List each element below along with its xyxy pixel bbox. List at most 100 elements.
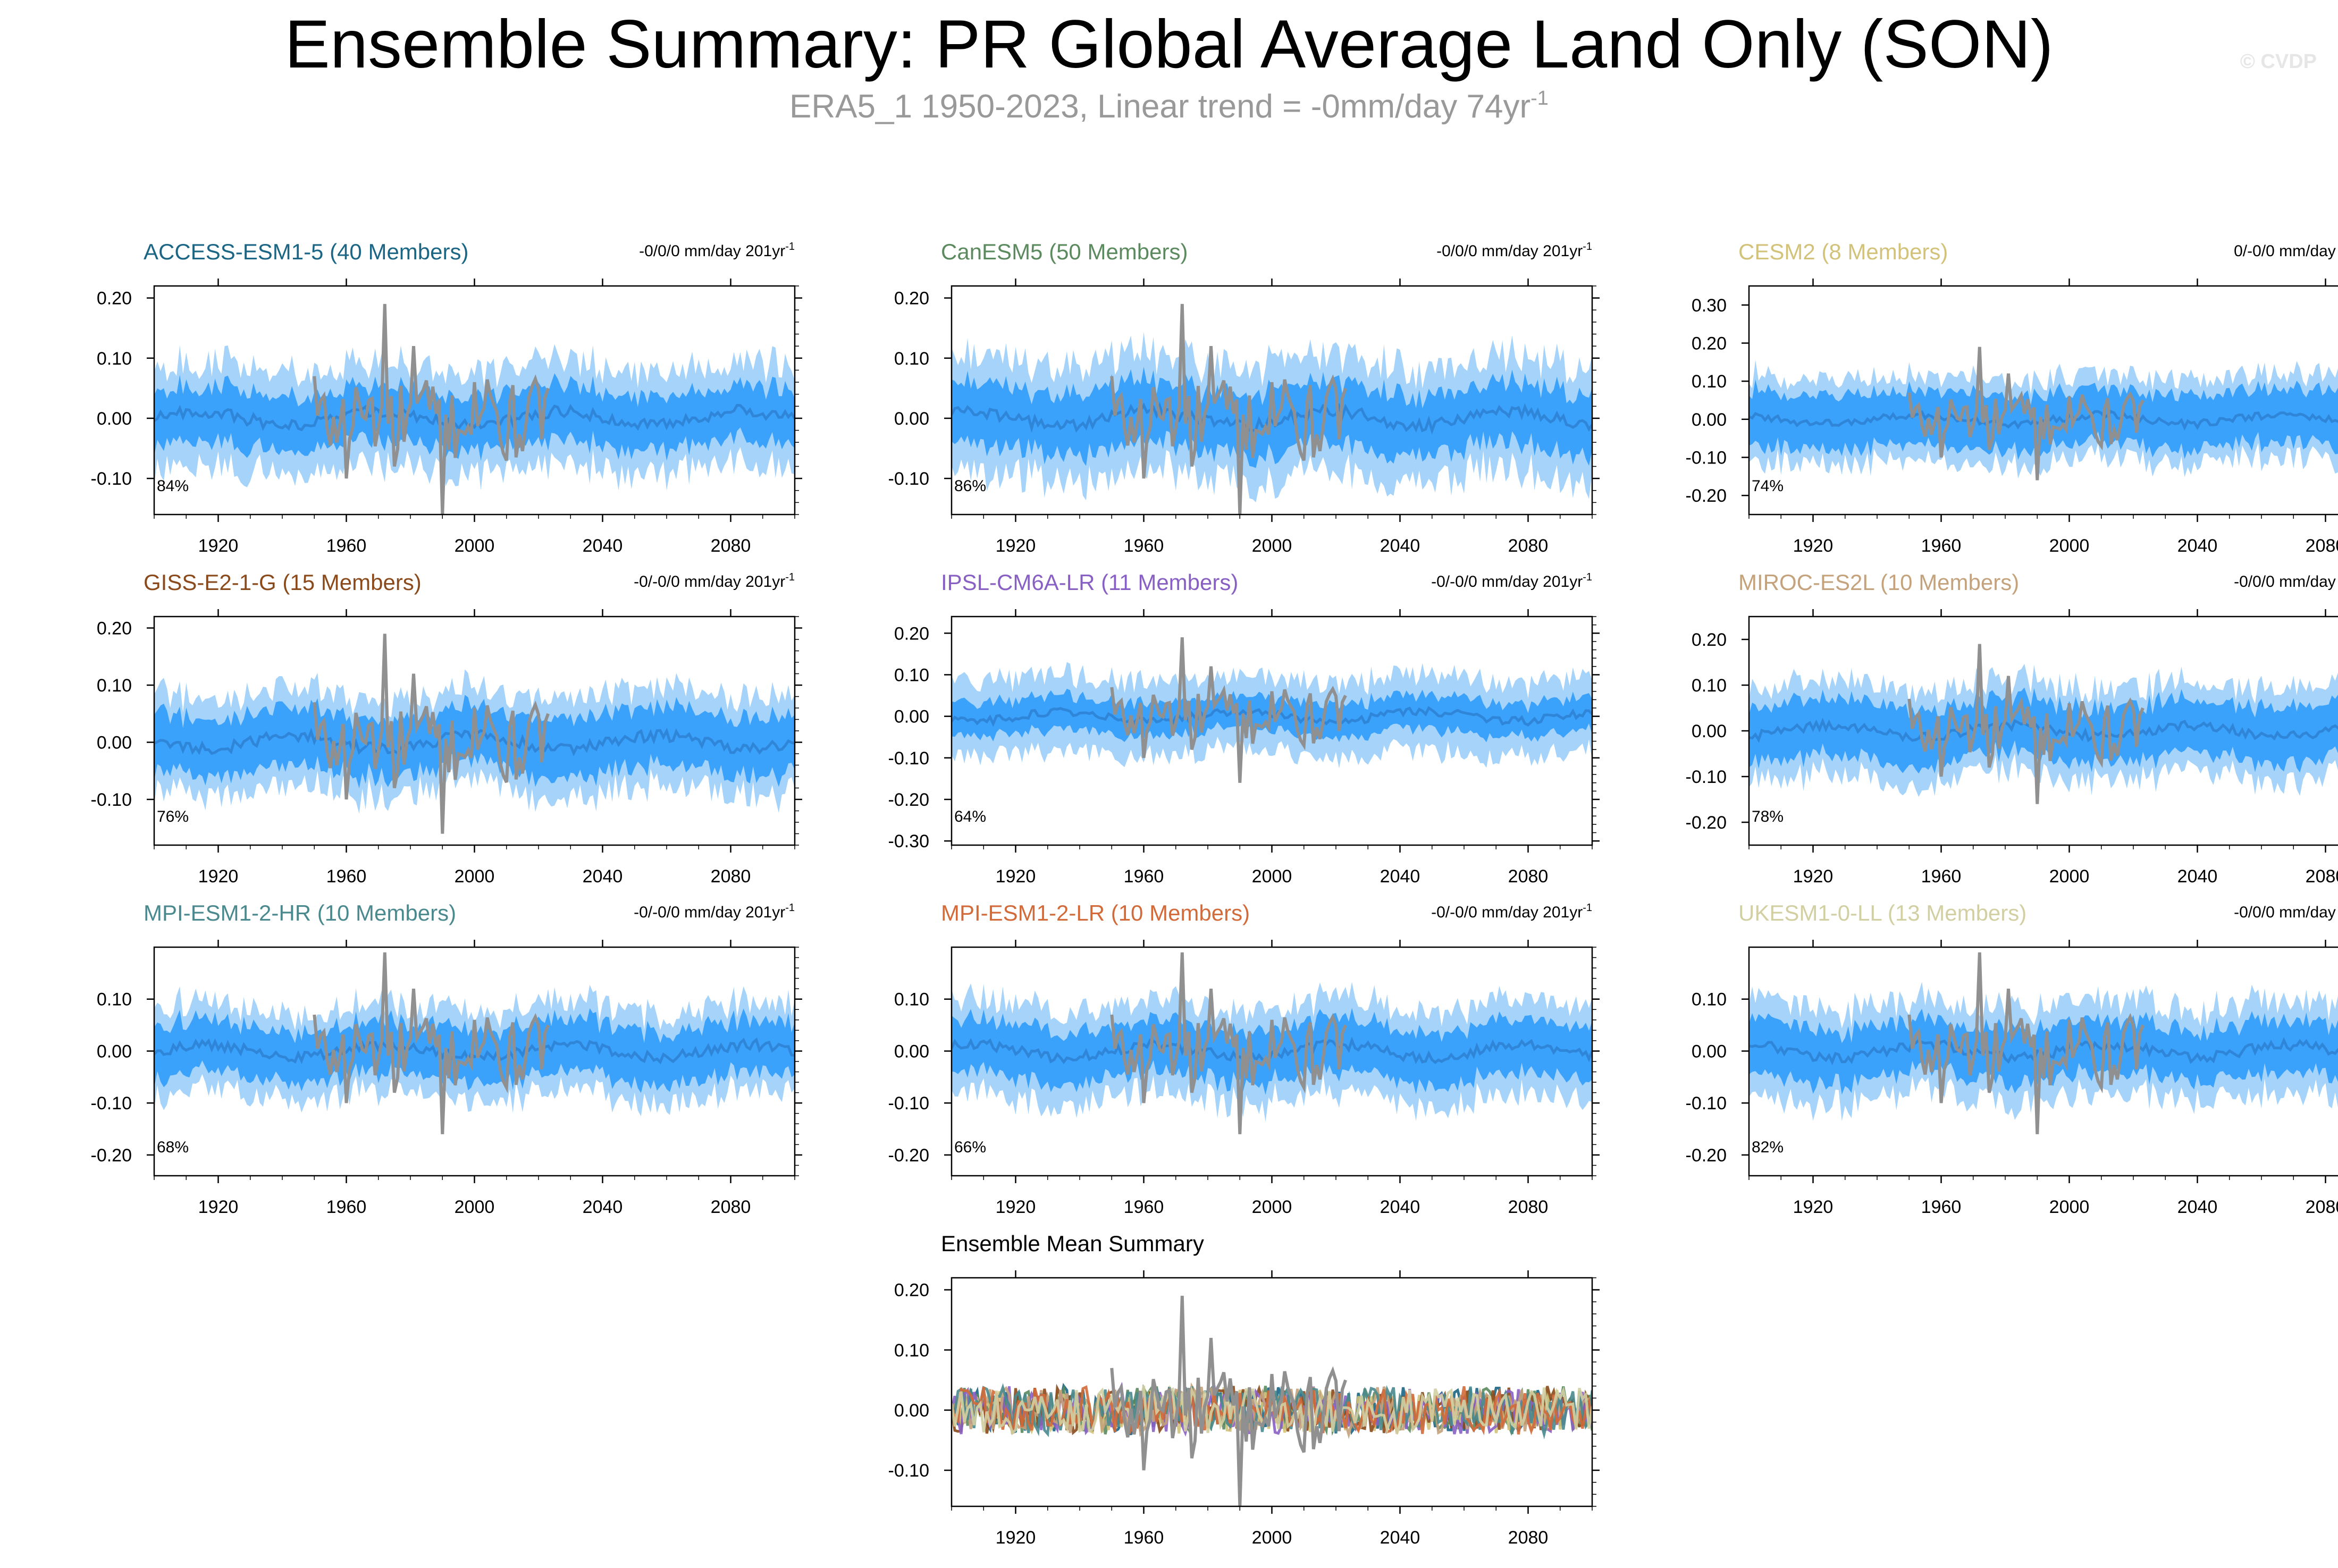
x-tick-label: 2040: [1380, 1197, 1420, 1217]
y-tick-label: -0.20: [888, 790, 930, 810]
model-panel-ipsl-cm6a-lr: IPSL-CM6A-LR (11 Members) -0/-0/0 mm/day …: [872, 570, 1605, 899]
observation-line: [1907, 952, 2144, 1134]
model-panel-access-esm1-5: ACCESS-ESM1-5 (40 Members) -0/0/0 mm/day …: [74, 239, 808, 569]
y-tick-label: 0.10: [1692, 990, 1727, 1010]
panel-trend-label: -0/0/0 mm/day 201yr-1: [2234, 573, 2338, 591]
y-tick-label: 0.00: [894, 409, 929, 429]
panel-title: MPI-ESM1-2-HR (10 Members): [144, 900, 457, 925]
trend-text: -0/-0/0 mm/day 201yr: [634, 904, 786, 921]
panel-chart: -0.20 -0.10 0.00 0.10 0.20 0.30 1920 1960 2000 20…: [1686, 279, 2338, 556]
panel-title: UKESM1-0-LL (13 Members): [1738, 900, 2027, 925]
panel-trend-label: 0/-0/0 mm/day 201yr-1: [2234, 242, 2338, 260]
y-tick-label: 0.10: [894, 665, 929, 685]
copyright-watermark: © CVDP: [2240, 50, 2317, 73]
panel-trend-label: -0/-0/0 mm/day 201yr-1: [1431, 571, 1592, 591]
y-tick-label: -0.20: [1686, 813, 1727, 833]
panel-percent-label: 76%: [157, 808, 189, 825]
panel-percent-label: 84%: [157, 477, 189, 495]
panel-title: Ensemble Mean Summary: [941, 1231, 1204, 1256]
y-tick-label: -0.20: [1686, 1145, 1727, 1166]
panel-title: CanESM5 (50 Members): [941, 239, 1188, 264]
model-panel-mpi-esm1-2-lr: MPI-ESM1-2-LR (10 Members) -0/-0/0 mm/day…: [872, 900, 1605, 1230]
ensemble-mean-line: [952, 401, 1592, 435]
model-panel-giss-e2-1-g: GISS-E2-1-G (15 Members) -0/-0/0 mm/day 2…: [74, 570, 808, 899]
x-tick-label: 2080: [711, 1197, 751, 1217]
x-tick-label: 1920: [996, 1197, 1036, 1217]
trend-superscript: -1: [785, 241, 795, 252]
panel-percent-label: 86%: [954, 477, 987, 495]
y-tick-label: -0.10: [1686, 767, 1727, 787]
panel-trend-label: -0/-0/0 mm/day 201yr-1: [634, 903, 795, 922]
y-tick-label: 0.00: [1692, 1041, 1727, 1061]
trend-superscript: -1: [1583, 241, 1592, 252]
panel-chart: -0.10 0.00 0.10 0.20 1920 1960 2000 2040 2080: [888, 279, 1600, 556]
trend-superscript: -1: [1583, 902, 1592, 914]
panel-title: MIROC-ES2L (10 Members): [1738, 570, 2020, 595]
model-panel-canesm5: CanESM5 (50 Members) -0/0/0 mm/day 201yr-…: [872, 239, 1605, 569]
panel-title: CESM2 (8 Members): [1738, 239, 1948, 264]
y-tick-label: -0.20: [91, 1145, 132, 1166]
x-tick-label: 2040: [2177, 536, 2218, 556]
x-tick-label: 1920: [996, 1528, 1036, 1548]
model-panel-ukesm1-0-ll: UKESM1-0-LL (13 Members) -0/0/0 mm/day 20…: [1669, 900, 2338, 1230]
x-tick-label: 1960: [1124, 1528, 1164, 1548]
panel-title: GISS-E2-1-G (15 Members): [144, 570, 422, 595]
ensemble-mean-line: [154, 403, 795, 432]
ensemble-mean-summary-panel: Ensemble Mean Summary -0.10 0.00 0.10 0.20 19…: [872, 1231, 1605, 1561]
y-tick-label: 0.20: [1692, 630, 1727, 650]
observation-line: [1110, 304, 1347, 515]
panel-trend-label: -0/-0/0 mm/day 201yr-1: [1431, 902, 1592, 922]
y-tick-label: -0.30: [888, 831, 930, 852]
x-tick-label: 2080: [711, 866, 751, 887]
subtitle-text: ERA5_1 1950-2023, Linear trend = -0mm/da…: [789, 88, 1531, 125]
panel-title: ACCESS-ESM1-5 (40 Members): [144, 239, 469, 264]
observation-line: [1110, 952, 1347, 1134]
x-tick-label: 2040: [583, 536, 623, 556]
observation-line: [1110, 637, 1347, 783]
x-tick-label: 2080: [2306, 1197, 2338, 1217]
panel-percent-label: 68%: [157, 1139, 189, 1156]
x-tick-label: 1920: [198, 1197, 239, 1217]
panel-trend-label: -0/-0/0 mm/day 201yr-1: [634, 572, 795, 591]
y-tick-label: 0.00: [97, 1041, 132, 1061]
y-tick-label: 0.00: [894, 1401, 929, 1421]
page-subtitle: ERA5_1 1950-2023, Linear trend = -0mm/da…: [0, 88, 2338, 125]
page-title: Ensemble Summary: PR Global Average Land…: [284, 6, 2054, 82]
x-tick-label: 2000: [455, 866, 495, 887]
panel-percent-label: 64%: [954, 808, 987, 825]
y-tick-label: 0.10: [97, 990, 132, 1010]
x-tick-label: 1960: [326, 1197, 367, 1217]
x-tick-label: 2000: [1252, 1528, 1292, 1548]
observation-line: [1110, 1295, 1347, 1506]
y-tick-label: 0.10: [97, 349, 132, 369]
panel-chart: -0.10 0.00 0.10 0.20 1920 1960 2000 2040 2080: [91, 609, 802, 887]
x-tick-label: 2040: [583, 1197, 623, 1217]
y-tick-label: 0.20: [97, 619, 132, 639]
y-tick-label: 0.20: [1692, 334, 1727, 354]
x-tick-label: 2080: [2306, 536, 2338, 556]
trend-superscript: -1: [1583, 571, 1592, 583]
x-tick-label: 1920: [1793, 1197, 1834, 1217]
y-tick-label: 0.10: [97, 676, 132, 696]
x-tick-label: 2040: [1380, 1528, 1420, 1548]
x-tick-label: 2000: [455, 536, 495, 556]
x-tick-label: 2040: [1380, 866, 1420, 887]
panel-percent-label: 82%: [1752, 1139, 1784, 1156]
panel-chart: -0.20 -0.10 0.00 0.10 1920 1960 2000 2040 2080: [91, 940, 802, 1217]
trend-text: -0/0/0 mm/day 201yr: [2234, 573, 2338, 591]
x-tick-label: 2000: [1252, 866, 1292, 887]
x-tick-label: 1960: [1921, 536, 1962, 556]
y-tick-label: -0.10: [888, 469, 930, 489]
y-tick-label: 0.00: [1692, 721, 1727, 741]
y-tick-label: 0.20: [97, 289, 132, 309]
observation-line: [1907, 644, 2144, 804]
y-tick-label: 0.00: [894, 1041, 929, 1061]
trend-text: 0/-0/0 mm/day 201yr: [2234, 242, 2338, 260]
x-tick-label: 1960: [326, 866, 367, 887]
y-tick-label: 0.30: [1692, 296, 1727, 316]
panel-percent-label: 74%: [1752, 477, 1784, 495]
x-tick-label: 1920: [198, 536, 239, 556]
x-tick-label: 2000: [455, 1197, 495, 1217]
panel-title: IPSL-CM6A-LR (11 Members): [941, 570, 1239, 595]
y-tick-label: -0.20: [1686, 486, 1727, 506]
